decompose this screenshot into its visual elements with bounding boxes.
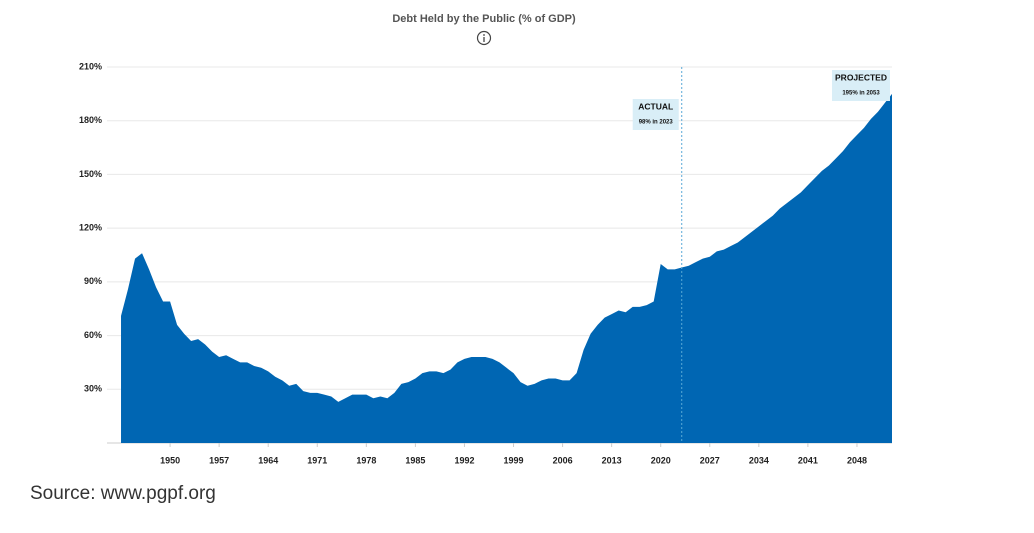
annotation-box — [632, 99, 679, 130]
x-tick-label: 1950 — [160, 455, 180, 465]
x-tick-label: 1964 — [258, 455, 278, 465]
annotation-text: 195% in 2053 — [842, 91, 880, 97]
x-tick-label: 2006 — [553, 455, 573, 465]
y-tick-label: 90% — [84, 276, 102, 286]
x-tick-label: 1992 — [454, 455, 474, 465]
x-tick-label: 1971 — [307, 455, 327, 465]
x-tick-label: 1985 — [405, 455, 425, 465]
annotation-box — [832, 70, 890, 101]
y-tick-label: 60% — [84, 330, 102, 340]
annotation-title: PROJECTED — [835, 72, 887, 82]
area — [121, 93, 892, 443]
x-tick-label: 2027 — [700, 455, 720, 465]
chart-title: Debt Held by the Public (% of GDP) — [392, 13, 576, 25]
source: Source: www.pgpf.org — [30, 483, 216, 504]
chart: Debt Held by the Public (% of GDP) 30% 60… — [79, 13, 892, 465]
x-tick-label: 2013 — [602, 455, 622, 465]
y-tick-label: 210% — [79, 61, 102, 71]
y-tick-label: 150% — [79, 169, 102, 179]
x-tick-label: 2020 — [651, 455, 671, 465]
annotation-title: ACTUAL — [638, 101, 673, 111]
annotation-text: 98% in 2023 — [639, 120, 674, 126]
info-icon[interactable] — [476, 30, 492, 46]
x-tick-label: 2041 — [798, 455, 818, 465]
y-tick-label: 120% — [79, 223, 102, 233]
x-tick-label: 1999 — [504, 455, 524, 465]
x-tick-label: 1957 — [209, 455, 229, 465]
x-tick-label: 2048 — [847, 455, 867, 465]
y-tick-label: 180% — [79, 115, 102, 125]
x-tick-label: 1978 — [356, 455, 376, 465]
y-tick-label: 30% — [84, 384, 102, 394]
x-tick-label: 2034 — [749, 455, 769, 465]
